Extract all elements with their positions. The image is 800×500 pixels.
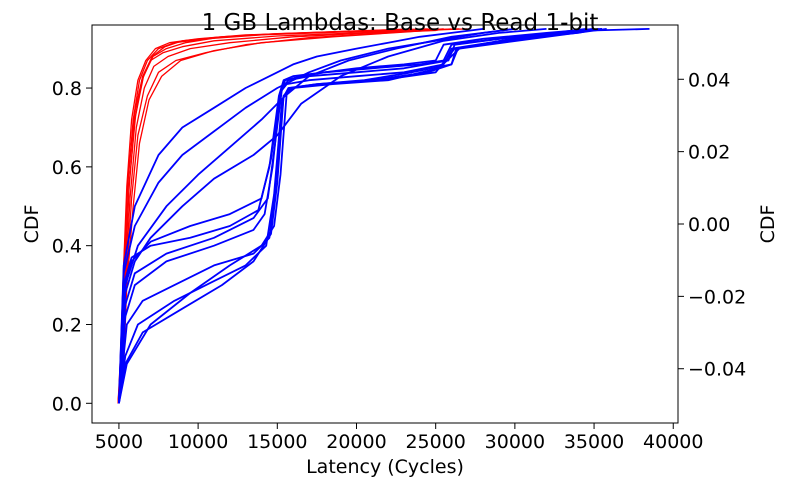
read-series-line-10	[118, 28, 595, 404]
x-axis: 5000 10000 15000 20000 25000 30000 35000 40000	[95, 423, 703, 453]
base-series-line-4	[117, 28, 444, 404]
read-series-line-9	[118, 28, 587, 404]
left-y-axis: 0.0 0.2 0.4 0.6 0.8	[52, 78, 92, 415]
base-series-line-1	[117, 28, 436, 404]
read-series-line-7	[118, 28, 650, 404]
right-y-axis: −0.04 −0.02 0.00 0.02 0.04	[678, 69, 746, 381]
read-series-line-12	[118, 28, 607, 404]
plot-frame	[91, 24, 679, 424]
y-tick-label: 0.6	[52, 157, 82, 179]
base-series-line-2	[117, 28, 460, 404]
base-series-line-6	[117, 28, 412, 404]
read-series-line-6	[118, 28, 603, 404]
x-tick-label: 20000	[326, 431, 386, 453]
x-tick-label: 10000	[168, 431, 228, 453]
y-tick-label: 0.2	[52, 314, 82, 336]
right-y-tick-label: 0.02	[688, 142, 730, 164]
right-y-axis-label: CDF	[757, 205, 779, 244]
x-tick-label: 35000	[564, 431, 624, 453]
x-tick-label: 25000	[405, 431, 465, 453]
read-series-line-11	[118, 28, 603, 404]
read-series-line-5	[118, 28, 595, 404]
y-axis-label: CDF	[21, 205, 43, 244]
read-series-line-3	[118, 28, 516, 404]
read-series-line-4	[118, 28, 547, 404]
right-y-tick-label: 0.04	[688, 69, 730, 91]
right-y-tick-label: −0.02	[688, 286, 746, 308]
read-series-line-1	[118, 28, 484, 404]
base-series-line-8	[117, 28, 428, 404]
right-y-tick-label: −0.04	[688, 359, 746, 381]
x-tick-label: 15000	[247, 431, 307, 453]
x-tick-label: 30000	[485, 431, 545, 453]
x-tick-label: 40000	[643, 431, 703, 453]
x-tick-label: 5000	[95, 431, 143, 453]
y-tick-label: 0.8	[52, 78, 82, 100]
y-tick-label: 0.4	[52, 236, 82, 258]
x-axis-label: Latency (Cycles)	[306, 456, 464, 478]
base-series-line-5	[117, 28, 444, 404]
base-series-line-3	[117, 28, 468, 404]
read-series-line-8	[118, 28, 599, 404]
chart-title: 1 GB Lambdas: Base vs Read 1-bit	[202, 10, 599, 36]
series-layer	[117, 28, 650, 404]
right-y-tick-label: 0.00	[688, 214, 730, 236]
y-tick-label: 0.0	[52, 393, 82, 415]
